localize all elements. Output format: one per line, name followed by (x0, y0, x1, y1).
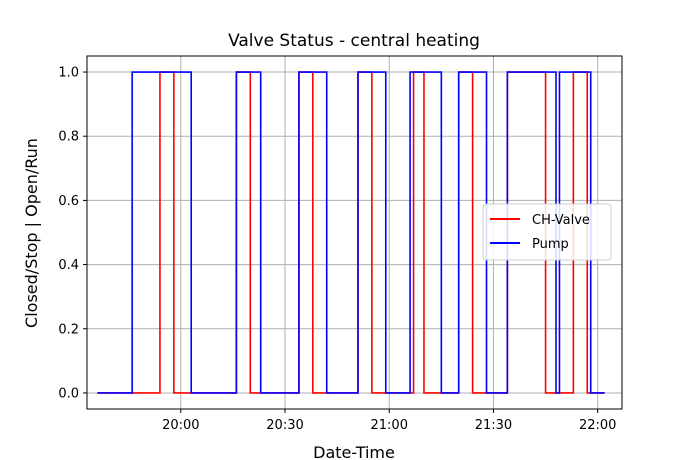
chart-title: Valve Status - central heating (228, 31, 480, 51)
legend-label-pump: Pump (532, 237, 569, 252)
x-tick-label: 20:30 (266, 418, 303, 433)
x-tick-label: 22:00 (579, 418, 616, 433)
plot-frame (86, 55, 623, 410)
legend: CH-Valve Pump (482, 203, 612, 261)
y-tick-label: 0.0 (58, 386, 79, 401)
y-axis-label: Closed/Stop | Open/Run (22, 138, 41, 328)
y-tick-label: 0.4 (58, 258, 79, 273)
y-tick-label: 0.6 (58, 194, 79, 209)
x-tick-label: 20:00 (162, 418, 199, 433)
x-axis-label: Date-Time (313, 443, 395, 460)
y-tick-label: 1.0 (58, 66, 79, 81)
ticks: 0.0 0.2 0.4 0.6 0.8 1.0 20:00 20:30 21:00 21:30 22… (58, 66, 616, 433)
y-tick-label: 0.2 (58, 322, 79, 337)
x-tick-label: 21:00 (371, 418, 408, 433)
x-tick-label: 21:30 (475, 418, 512, 433)
y-tick-label: 0.8 (58, 130, 79, 145)
legend-label-ch-valve: CH-Valve (532, 213, 590, 228)
